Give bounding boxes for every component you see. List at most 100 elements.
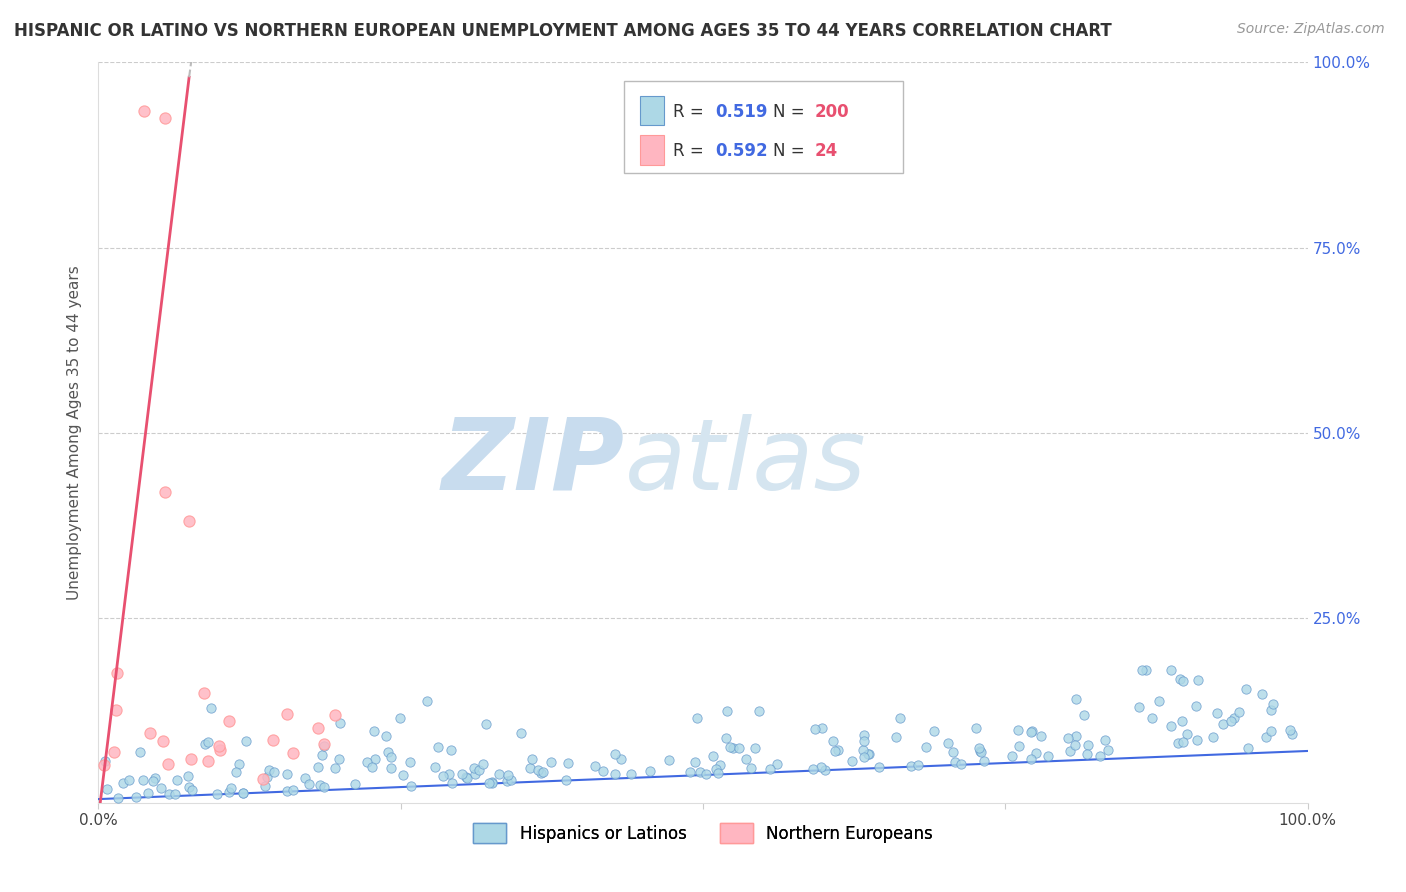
Point: [427, 739, 450, 754]
Point: [364, 752, 387, 766]
Point: [709, 758, 731, 772]
Point: [1149, 694, 1171, 708]
Point: [720, 739, 742, 754]
Point: [401, 780, 423, 794]
Point: [363, 723, 385, 738]
Point: [1220, 714, 1243, 728]
Point: [716, 704, 738, 718]
Point: [208, 739, 231, 754]
Point: [153, 111, 176, 125]
Point: [1073, 707, 1095, 722]
Point: [706, 765, 728, 780]
Point: [283, 782, 305, 797]
Point: [702, 748, 724, 763]
Text: HISPANIC OR LATINO VS NORTHERN EUROPEAN UNEMPLOYMENT AMONG AGES 35 TO 44 YEARS C: HISPANIC OR LATINO VS NORTHERN EUROPEAN …: [14, 22, 1112, 40]
Point: [1064, 730, 1087, 744]
Point: [179, 515, 201, 529]
Point: [380, 750, 402, 764]
Point: [853, 728, 876, 742]
Point: [907, 757, 929, 772]
Point: [180, 782, 202, 797]
Point: [1160, 719, 1182, 733]
Point: [1227, 705, 1250, 719]
Point: [803, 723, 825, 737]
Point: [263, 765, 285, 780]
Point: [481, 776, 503, 790]
Point: [714, 731, 737, 746]
Point: [856, 747, 879, 762]
Point: [200, 701, 222, 715]
Point: [540, 755, 562, 769]
Text: N =: N =: [773, 103, 810, 121]
FancyBboxPatch shape: [640, 135, 664, 165]
Point: [481, 774, 503, 789]
Point: [886, 730, 908, 744]
Point: [852, 742, 875, 756]
Point: [1076, 747, 1098, 761]
Point: [312, 780, 335, 794]
Point: [530, 766, 553, 780]
Point: [1025, 746, 1047, 760]
FancyBboxPatch shape: [624, 81, 903, 173]
Point: [1057, 731, 1080, 745]
Point: [132, 772, 155, 787]
Point: [439, 743, 461, 757]
Point: [814, 763, 837, 777]
Text: 24: 24: [814, 143, 838, 161]
Point: [235, 734, 257, 748]
Point: [440, 776, 463, 790]
Point: [801, 762, 824, 776]
Point: [557, 756, 579, 770]
Text: 0.592: 0.592: [716, 143, 768, 161]
Point: [969, 744, 991, 758]
Point: [325, 761, 347, 775]
Point: [125, 789, 148, 804]
Text: 200: 200: [814, 103, 849, 121]
Point: [620, 767, 643, 781]
Point: [451, 767, 474, 781]
Point: [689, 764, 711, 779]
Point: [1281, 727, 1303, 741]
Point: [1031, 729, 1053, 743]
Point: [1187, 673, 1209, 687]
Point: [356, 755, 378, 769]
Point: [495, 773, 517, 788]
Point: [262, 732, 284, 747]
Point: [841, 755, 863, 769]
Point: [1263, 697, 1285, 711]
Point: [294, 771, 316, 785]
Point: [374, 729, 396, 743]
Point: [112, 776, 135, 790]
Point: [1130, 663, 1153, 677]
Point: [969, 745, 991, 759]
Point: [1279, 723, 1302, 738]
Point: [810, 760, 832, 774]
Point: [1170, 672, 1192, 686]
Point: [1019, 725, 1042, 739]
Point: [103, 745, 125, 759]
Point: [1160, 663, 1182, 677]
Point: [766, 756, 789, 771]
Point: [298, 776, 321, 790]
Point: [221, 780, 243, 795]
Point: [197, 735, 219, 749]
Point: [942, 745, 965, 759]
Point: [1094, 732, 1116, 747]
Point: [134, 103, 156, 118]
Text: R =: R =: [672, 143, 709, 161]
Point: [361, 760, 384, 774]
Point: [1090, 749, 1112, 764]
Point: [399, 755, 422, 769]
Point: [153, 484, 176, 499]
Point: [852, 734, 875, 748]
Point: [228, 757, 250, 772]
Point: [129, 745, 152, 759]
Point: [824, 744, 846, 758]
Point: [1128, 700, 1150, 714]
Point: [1260, 703, 1282, 717]
Point: [740, 761, 762, 775]
Point: [388, 711, 411, 725]
Point: [1185, 699, 1208, 714]
Point: [1140, 710, 1163, 724]
Point: [922, 724, 945, 739]
